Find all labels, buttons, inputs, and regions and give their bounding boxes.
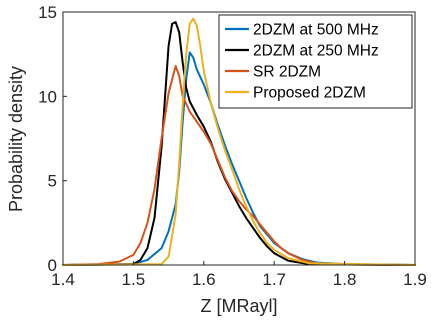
series-line-sr-2dzm [62, 64, 416, 266]
x-tick-label: 1.7 [262, 270, 286, 289]
legend-label-2dzm-at-500-mhz: 2DZM at 500 MHz [253, 22, 379, 39]
plot-area-frame [62, 11, 416, 266]
series-line-2dzm-at-250-mhz [62, 21, 416, 266]
x-tick-label: 1.4 [51, 270, 75, 289]
x-tick-label: 1.5 [122, 270, 146, 289]
legend-box [218, 14, 413, 109]
x-tick-label: 1.8 [333, 270, 357, 289]
y-tick-label: 5 [48, 172, 57, 191]
legend-label-sr-2dzm: SR 2DZM [253, 64, 321, 81]
y-tick-label: 10 [38, 87, 57, 106]
legend-label-2dzm-at-250-mhz: 2DZM at 250 MHz [253, 43, 379, 60]
x-tick-label: 1.6 [192, 270, 216, 289]
legend: 2DZM at 500 MHz 2DZM at 250 MHz SR 2DZM Pro… [218, 14, 413, 109]
legend-label-proposed-2dzm: Proposed 2DZM [253, 85, 366, 102]
x-axis-label: Z [MRayl] [200, 296, 277, 316]
y-tick-label: 15 [38, 3, 57, 22]
x-tick-label: 1.9 [403, 270, 427, 289]
series-layer [62, 17, 416, 266]
y-tick-label: 0 [48, 256, 57, 275]
y-axis-label: Probability density [6, 66, 26, 212]
tick-layer: 1.4 1.5 1.6 1.7 1.8 1.9 0 5 10 15 [38, 3, 427, 289]
series-line-proposed-2dzm [62, 17, 416, 266]
